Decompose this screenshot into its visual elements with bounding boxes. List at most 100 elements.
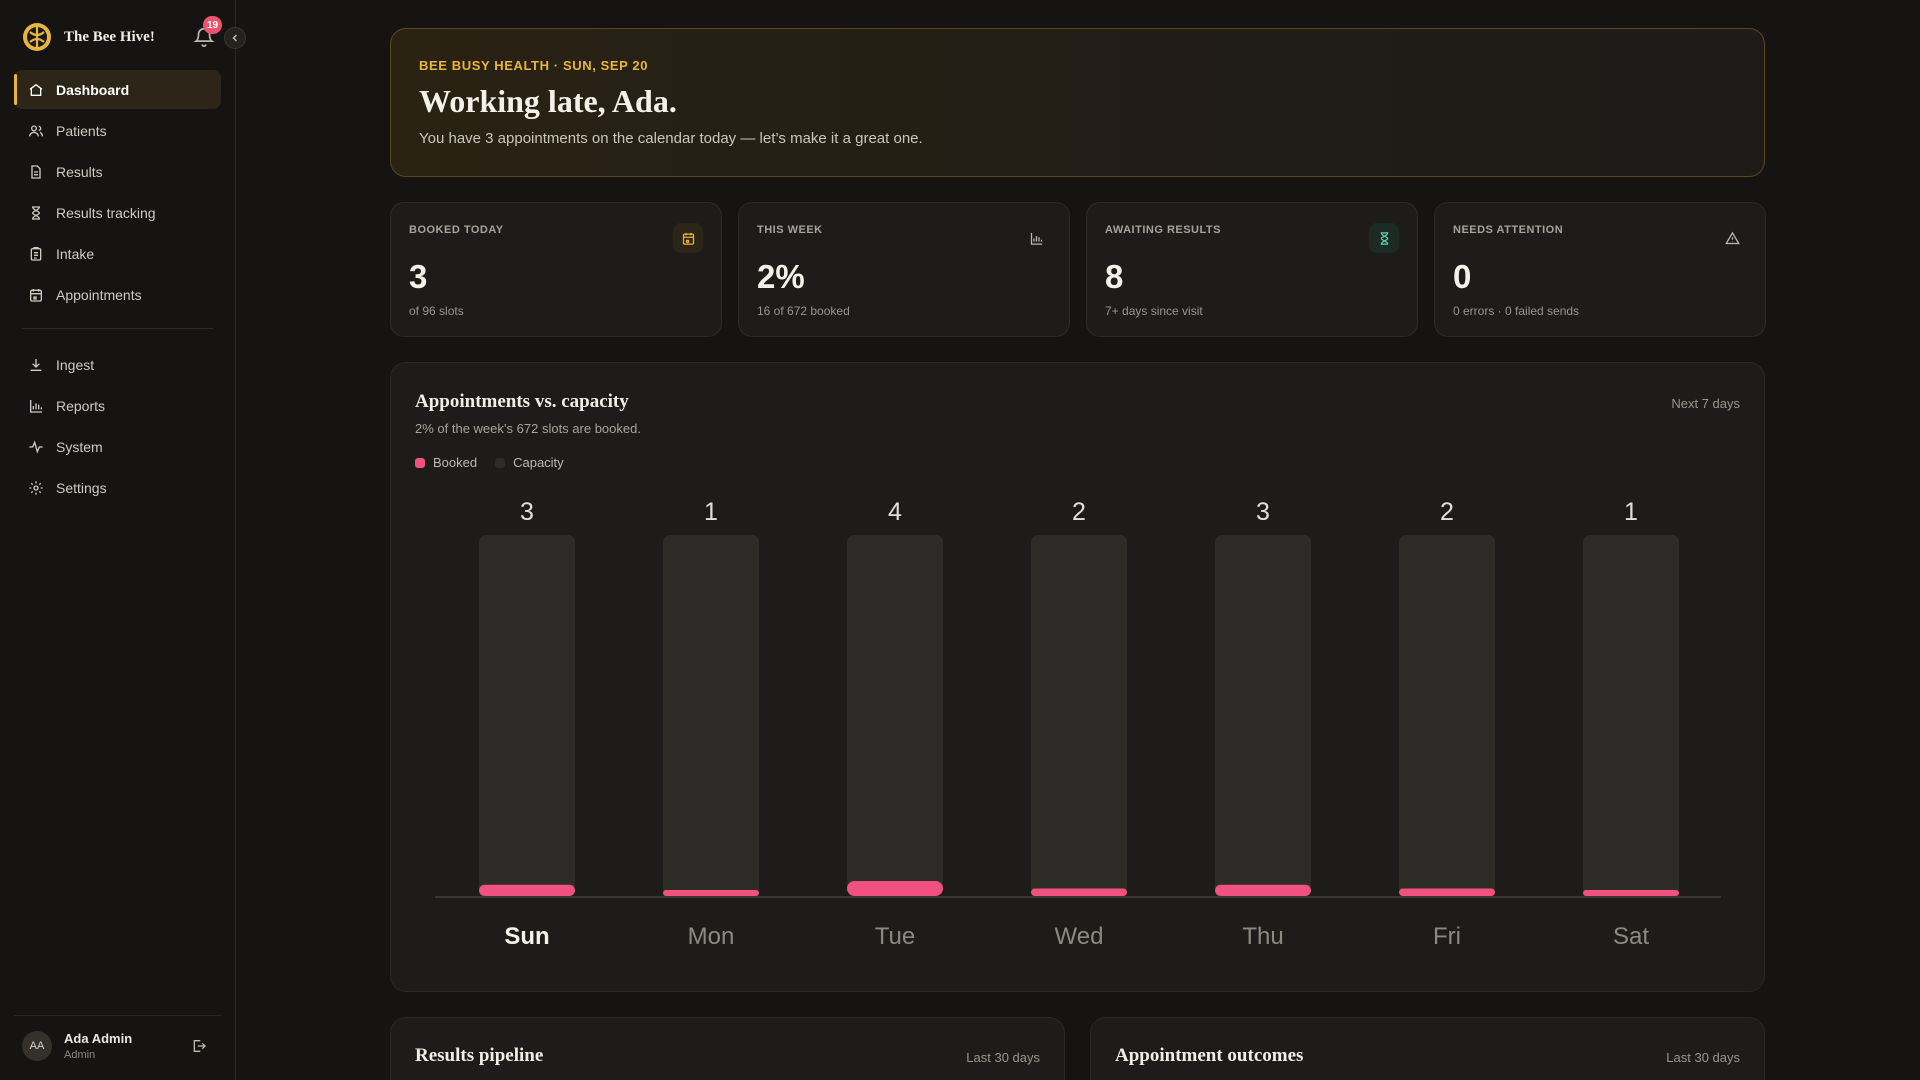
bar-value-label: 3	[1256, 498, 1270, 526]
nav-label: Intake	[56, 245, 95, 262]
stat-card-this-week[interactable]: THIS WEEK 2% 16 of 672 booked	[738, 202, 1070, 337]
booked-bar	[479, 884, 575, 896]
stat-card-awaiting-results[interactable]: AWAITING RESULTS 8 7+ days since visit	[1086, 202, 1418, 337]
bar-value-label: 3	[520, 498, 534, 526]
bar-value-label: 2	[1440, 498, 1454, 526]
stat-label: BOOKED TODAY	[409, 224, 504, 236]
bar-value-label: 1	[704, 498, 718, 526]
users-icon	[29, 124, 43, 136]
nav-item-results[interactable]: Results	[14, 152, 221, 191]
user-name: Ada Admin	[64, 1030, 133, 1046]
user-profile[interactable]: AA Ada Admin Admin	[14, 1015, 221, 1075]
stat-label: NEEDS ATTENTION	[1453, 224, 1564, 236]
x-tick-label: Fri	[1433, 923, 1461, 950]
stat-subtext: 16 of 672 booked	[757, 304, 850, 318]
main-nav: Dashboard Patients Results Results track…	[14, 70, 221, 509]
chart-subtitle: 2% of the week’s 672 slots are booked.	[415, 421, 641, 436]
appointment-outcomes-card: Appointment outcomes Last 30 days	[1090, 1017, 1765, 1080]
nav-label: Dashboard	[56, 81, 130, 98]
stat-label: THIS WEEK	[757, 224, 823, 236]
welcome-banner: BEE BUSY HEALTH · SUN, SEP 20 Working la…	[390, 28, 1765, 177]
capacity-bar	[663, 535, 759, 896]
nav-divider	[22, 328, 213, 329]
nav-item-intake[interactable]: Intake	[14, 234, 221, 273]
download-icon	[30, 358, 42, 371]
nav-label: Results	[56, 163, 103, 180]
bar-chart-icon	[30, 399, 42, 413]
legend-swatch	[495, 457, 506, 468]
stat-value: 8	[1105, 258, 1124, 295]
brand-name: The Bee Hive!	[64, 28, 155, 45]
capacity-bar	[1399, 535, 1495, 896]
collapse-sidebar-button[interactable]	[224, 27, 246, 49]
capacity-bar	[1215, 535, 1311, 896]
banner-subtitle: You have 3 appointments on the calendar …	[419, 130, 923, 147]
x-tick-label: Thu	[1242, 923, 1283, 950]
stat-subtext: 0 errors · 0 failed sends	[1453, 304, 1580, 318]
booked-bar	[663, 890, 759, 896]
nav-label: Patients	[56, 122, 107, 139]
card-range: Last 30 days	[966, 1050, 1040, 1065]
notification-badge: 19	[203, 16, 223, 34]
nav-label: Appointments	[56, 286, 142, 303]
bar-value-label: 1	[1624, 498, 1638, 526]
x-tick-label: Mon	[688, 923, 735, 950]
x-tick-label: Sun	[504, 923, 549, 950]
x-tick-label: Tue	[875, 923, 915, 950]
nav-label: Ingest	[56, 356, 95, 373]
legend-item-capacity: Capacity	[495, 455, 564, 470]
stat-value: 3	[409, 258, 428, 295]
chart-range: Next 7 days	[1671, 396, 1740, 411]
booked-bar	[1031, 888, 1127, 896]
hourglass-icon	[31, 205, 41, 220]
capacity-bar	[1031, 535, 1127, 896]
bar-value-label: 2	[1072, 498, 1086, 526]
bee-logo-icon	[23, 23, 51, 51]
nav-item-appointments[interactable]: Appointments	[14, 275, 221, 314]
nav-label: System	[56, 438, 103, 455]
legend-swatch	[415, 457, 425, 468]
stat-value: 2%	[757, 258, 805, 295]
stat-subtext: of 96 slots	[409, 304, 464, 318]
results-pipeline-card: Results pipeline Last 30 days	[390, 1017, 1065, 1080]
legend-item-booked: Booked	[415, 455, 477, 470]
booked-bar	[847, 880, 943, 896]
bar-chart-icon	[1021, 223, 1051, 253]
card-title: Results pipeline	[415, 1045, 544, 1066]
nav-item-settings[interactable]: Settings	[14, 468, 221, 507]
booked-bar	[1215, 884, 1311, 896]
nav-item-dashboard[interactable]: Dashboard	[14, 70, 221, 109]
nav-item-patients[interactable]: Patients	[14, 111, 221, 150]
stat-value: 0	[1453, 258, 1472, 295]
nav-item-system[interactable]: System	[14, 427, 221, 466]
nav-label: Results tracking	[56, 204, 156, 221]
stat-subtext: 7+ days since visit	[1105, 304, 1203, 318]
capacity-bar	[1583, 535, 1679, 896]
stat-card-needs-attention[interactable]: NEEDS ATTENTION 0 0 errors · 0 failed se…	[1434, 202, 1766, 337]
chart-title: Appointments vs. capacity	[415, 391, 629, 412]
x-tick-label: Sat	[1613, 923, 1649, 950]
nav-item-reports[interactable]: Reports	[14, 386, 221, 425]
brand[interactable]: The Bee Hive!	[22, 20, 155, 54]
chevron-left-icon	[232, 34, 238, 42]
chart-legend: Booked Capacity	[415, 455, 582, 470]
file-icon	[31, 164, 41, 179]
gear-icon	[29, 480, 43, 495]
activity-icon	[29, 439, 43, 454]
legend-label: Capacity	[513, 455, 564, 470]
bar-chart-plot: 3 Sun 1 Mon 4 Tue 2 Wed 3 Thu 2 Fri 1 Sat	[435, 498, 1721, 950]
capacity-bar	[847, 535, 943, 896]
x-tick-label: Wed	[1055, 923, 1104, 950]
sidebar: The Bee Hive! 19 Dashboard Patients Resu…	[0, 0, 246, 1080]
logout-icon[interactable]	[191, 1038, 207, 1054]
nav-item-results-tracking[interactable]: Results tracking	[14, 193, 221, 232]
banner-kicker: BEE BUSY HEALTH · SUN, SEP 20	[419, 58, 649, 73]
card-title: Appointment outcomes	[1115, 1045, 1304, 1066]
appointments-capacity-chart: Appointments vs. capacity 2% of the week…	[390, 362, 1765, 992]
nav-item-ingest[interactable]: Ingest	[14, 345, 221, 384]
stat-card-booked-today[interactable]: BOOKED TODAY 3 of 96 slots	[390, 202, 722, 337]
clipboard-icon	[30, 246, 42, 261]
bar-value-label: 4	[888, 498, 902, 526]
nav-label: Reports	[56, 397, 106, 414]
alert-triangle-icon	[1717, 223, 1747, 253]
